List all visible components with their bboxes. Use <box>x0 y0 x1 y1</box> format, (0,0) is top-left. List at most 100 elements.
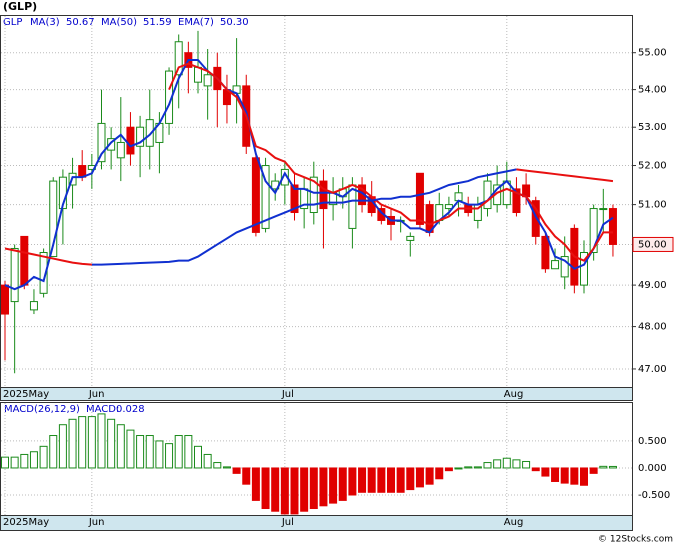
price-box <box>632 236 674 252</box>
candle-body <box>203 74 212 87</box>
macd-bar <box>589 467 598 474</box>
macd-bar <box>300 467 309 512</box>
macd-bar <box>87 416 96 469</box>
candle-body <box>107 138 116 151</box>
macd-bar <box>522 460 531 469</box>
macd-bar <box>194 445 202 469</box>
x-tick-label: Jun <box>88 517 105 528</box>
macd-bar <box>580 467 588 486</box>
y-tick-label: 51.00 <box>638 200 667 211</box>
y-tick-label: 53.00 <box>638 122 667 133</box>
candle-body <box>444 204 453 210</box>
macd-bar <box>512 459 521 469</box>
macd-bar <box>184 435 193 469</box>
candle-body <box>29 301 38 311</box>
macd-bar <box>242 467 251 485</box>
candle-body <box>560 256 569 278</box>
macd-bar <box>483 462 492 469</box>
candle-body <box>415 172 424 225</box>
candle-body <box>608 208 617 245</box>
macd-bar <box>348 467 357 496</box>
macd-bar <box>49 435 58 469</box>
macd-bar <box>29 451 38 469</box>
macd-bar <box>107 418 116 469</box>
price-label: 50.00 <box>638 239 667 250</box>
macd-bar <box>560 467 569 484</box>
macd-bar <box>251 467 260 501</box>
indicator-line <box>4 168 614 266</box>
macd-bar <box>39 445 48 469</box>
macd-bar <box>97 413 106 469</box>
x-tick-label: Aug <box>504 517 524 528</box>
candle-body <box>136 126 145 147</box>
candle-body <box>309 176 318 214</box>
candle-body <box>580 252 588 286</box>
candle-body <box>97 122 106 163</box>
candle-body <box>512 188 521 214</box>
macd-bar <box>10 456 19 469</box>
candle-body <box>49 180 58 258</box>
x-tick-label: Jun <box>88 389 105 400</box>
macd-bar <box>309 467 318 510</box>
candle-body <box>589 208 598 254</box>
macd-bar <box>78 416 87 469</box>
candle-body <box>531 200 540 237</box>
y-tick-label: 0.000 <box>638 463 667 474</box>
y-tick-label: 47.00 <box>638 364 667 375</box>
x-tick-label: 2025May <box>3 389 49 400</box>
macd-bar <box>608 465 617 469</box>
macd-bar <box>145 435 154 469</box>
macd-bar <box>213 462 222 469</box>
candle-body <box>290 184 299 214</box>
macd-bar <box>222 466 231 469</box>
legend-item: 51.59 <box>143 17 172 28</box>
candle-body <box>39 252 48 294</box>
macd-bar <box>358 467 367 493</box>
candle-body <box>251 157 260 233</box>
macd-label: MACD(26,12,9) <box>4 404 80 415</box>
y-tick-label: 48.00 <box>638 322 667 333</box>
candle-body <box>116 141 125 159</box>
macd-bar <box>116 424 125 469</box>
legend-item: MA(50) <box>101 17 137 28</box>
legend-item: EMA(7) <box>178 17 214 28</box>
macd-bar <box>155 440 164 469</box>
legend-item: 50.30 <box>220 17 249 28</box>
date-band <box>0 515 633 531</box>
y-tick-label: 55.00 <box>638 48 667 59</box>
macd-name: MACD: <box>86 404 119 415</box>
candle-body <box>319 180 328 210</box>
macd-bar <box>415 467 424 488</box>
x-tick-label: Jul <box>281 389 294 400</box>
macd-bar <box>396 467 405 493</box>
macd-bar <box>599 465 608 469</box>
macd-bar <box>551 467 560 482</box>
x-tick-label: Jul <box>281 517 294 528</box>
macd-bar <box>367 467 376 493</box>
macd-bar <box>261 467 270 510</box>
y-tick-label: 54.00 <box>638 85 667 96</box>
chart-title: (GLP) <box>3 0 37 13</box>
macd-bar <box>290 467 299 515</box>
macd-bar <box>444 467 453 472</box>
macd-bar <box>493 459 502 469</box>
macd-bar <box>1 456 9 469</box>
y-tick-label: 52.00 <box>638 161 667 172</box>
macd-bar <box>126 429 135 469</box>
candle-body <box>174 41 183 76</box>
macd-bar <box>473 466 482 469</box>
candle-body <box>261 165 270 229</box>
macd-bar <box>280 467 289 515</box>
macd-bar <box>425 467 434 485</box>
candle-body <box>145 119 154 147</box>
macd-bar <box>541 467 550 477</box>
legend-item: 50.67 <box>66 17 95 28</box>
candle-body <box>1 284 9 315</box>
indicator-line <box>4 59 614 291</box>
macd-bar <box>502 457 511 469</box>
macd-bar <box>377 467 386 493</box>
macd-bar <box>174 435 183 469</box>
x-tick-label: Aug <box>504 389 524 400</box>
macd-bar <box>464 466 473 469</box>
